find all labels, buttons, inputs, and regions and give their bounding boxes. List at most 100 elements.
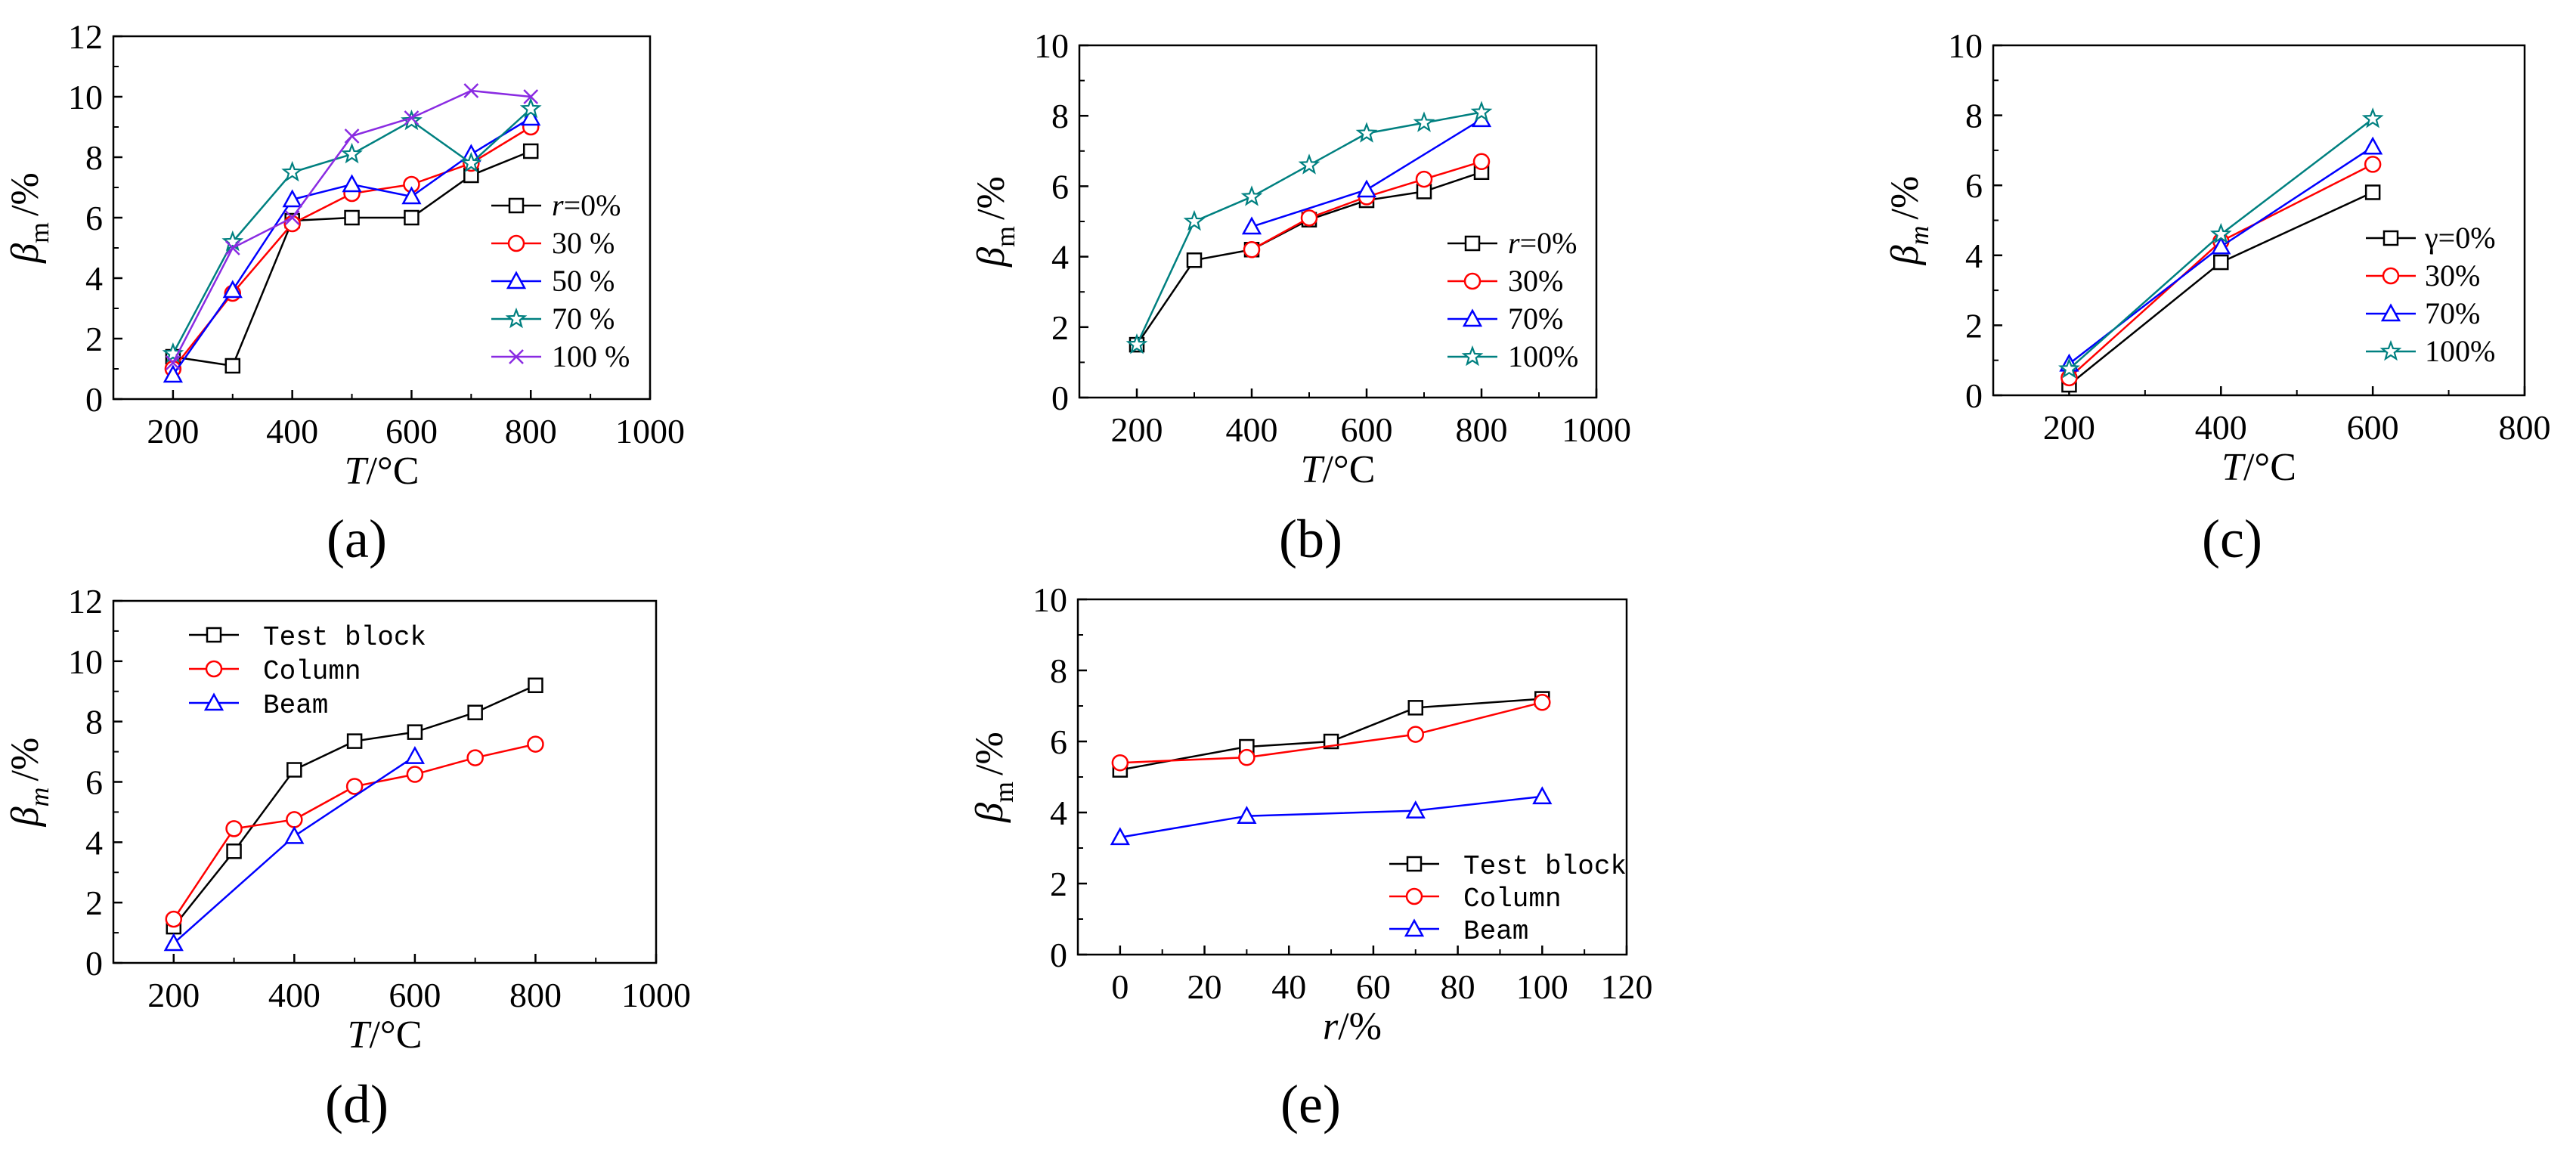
data-point: [162, 342, 184, 364]
series-line-2: [1251, 160, 1482, 251]
data-point: [523, 89, 539, 104]
chart-panel-d: 200 400 600 800 1000 0 2 4 6 8 10 12 T/°C βm/% Test bl…: [4, 582, 691, 1057]
legend-label: 70%: [1508, 302, 1563, 336]
data-point: [343, 184, 361, 203]
series-line-5: [172, 89, 531, 364]
plot-frame: [1078, 44, 1598, 399]
legend-marker: [1462, 308, 1483, 327]
data-point: [406, 766, 424, 783]
data-point: [342, 174, 362, 193]
series-line-3: [172, 116, 531, 376]
y-tick-label: 8: [1051, 97, 1069, 135]
y-tick-label: 4: [1965, 237, 1983, 275]
legend-marker: [505, 307, 528, 329]
panel-label-c: (c): [2202, 509, 2262, 569]
data-point: [1416, 184, 1432, 200]
series-line-1: [1135, 171, 1482, 345]
x-axis-label: T/°C: [1301, 448, 1376, 491]
data-point: [460, 151, 482, 173]
data-point: [1238, 748, 1255, 766]
legend-label: 100%: [1508, 339, 1578, 373]
chart-panel-b: 200 400 600 800 1000 0 2 4 6 8 10 T/°C βm/% r=0% 30% 70…: [970, 26, 1631, 491]
x-tick-label: 0: [1111, 967, 1129, 1006]
data-point: [404, 209, 420, 226]
chart-panel-c: 200 400 600 800 0 2 4 6 8 10 T/°C βm/% γ=0%30% 70% 100…: [1884, 26, 2551, 489]
series-line-3: [1251, 118, 1482, 228]
x-tick-label: 400: [268, 976, 320, 1014]
data-point: [1356, 179, 1377, 198]
y-tick-label: 6: [1965, 166, 1983, 205]
x-tick-label: 400: [266, 412, 318, 450]
data-point: [527, 735, 544, 753]
legend: γ=0%30% 70% 100%: [2366, 221, 2496, 368]
legend-label: 100 %: [552, 339, 630, 373]
data-point: [2061, 376, 2077, 393]
legend-marker: [2382, 267, 2400, 285]
data-point: [1301, 212, 1317, 228]
y-axis-label: βm/%: [4, 738, 54, 828]
x-axis-label: T/°C: [2221, 446, 2296, 489]
y-tick-label: 6: [85, 199, 103, 237]
x-tick-label: 200: [1111, 410, 1163, 449]
data-point: [1243, 241, 1261, 258]
legend-label: 30%: [1508, 264, 1563, 298]
x-tick-label: 80: [1441, 967, 1475, 1006]
y-tick-label: 4: [1051, 238, 1069, 277]
legend-marker: [508, 197, 525, 214]
data-point: [1112, 762, 1129, 778]
data-point: [1129, 336, 1145, 353]
data-point: [165, 348, 181, 365]
data-point: [2060, 369, 2078, 387]
data-point: [344, 209, 360, 226]
legend-marker: [203, 692, 224, 711]
y-tick-label: 2: [1965, 306, 1983, 345]
legend-marker: [507, 234, 525, 252]
data-point: [224, 358, 241, 374]
y-tick-label: 8: [1050, 652, 1067, 690]
y-tick-label: 8: [1965, 97, 1983, 135]
data-point: [522, 118, 540, 136]
series-line-2: [172, 125, 531, 370]
x-axis-label: T/°C: [348, 1014, 423, 1057]
data-point: [282, 189, 302, 208]
x-tick-label: 1000: [1562, 410, 1631, 449]
x-tick-label: 20: [1187, 967, 1222, 1006]
data-point: [221, 230, 244, 252]
y-tick-label: 0: [1051, 379, 1069, 417]
data-point: [1355, 122, 1378, 143]
y-tick-label: 10: [1033, 580, 1067, 619]
x-tick-label: 600: [1341, 410, 1393, 449]
series-line-2: [2068, 163, 2373, 379]
data-point: [2213, 254, 2229, 271]
x-axis-label: r/%: [1323, 1005, 1382, 1048]
data-point: [2364, 184, 2381, 200]
data-point: [2209, 222, 2232, 244]
legend-label: r=0%: [1508, 226, 1577, 260]
data-point: [1532, 786, 1553, 805]
legend-label: Column: [263, 656, 361, 687]
legend-label: Test block: [263, 622, 426, 653]
series-line-4: [172, 108, 532, 354]
x-tick-label: 400: [2195, 408, 2247, 447]
data-point: [2361, 107, 2384, 128]
legend-marker: [205, 660, 223, 678]
data-point: [404, 110, 420, 125]
plot-frame: [112, 35, 652, 401]
data-point: [164, 360, 182, 378]
legend-marker: [506, 271, 527, 289]
legend-marker: [2380, 303, 2401, 322]
legend-marker: [2379, 339, 2402, 361]
series-line-2: [1119, 701, 1543, 764]
data-point: [401, 186, 422, 205]
panel-label-d: (d): [325, 1074, 389, 1134]
x-tick-label: 40: [1271, 967, 1306, 1006]
data-point: [521, 107, 541, 126]
data-point: [1237, 806, 1257, 824]
series-line-4: [2068, 118, 2373, 370]
data-point: [1300, 209, 1318, 227]
data-point: [166, 355, 181, 370]
data-point: [463, 154, 480, 172]
x-tick-label: 800: [2499, 408, 2551, 447]
